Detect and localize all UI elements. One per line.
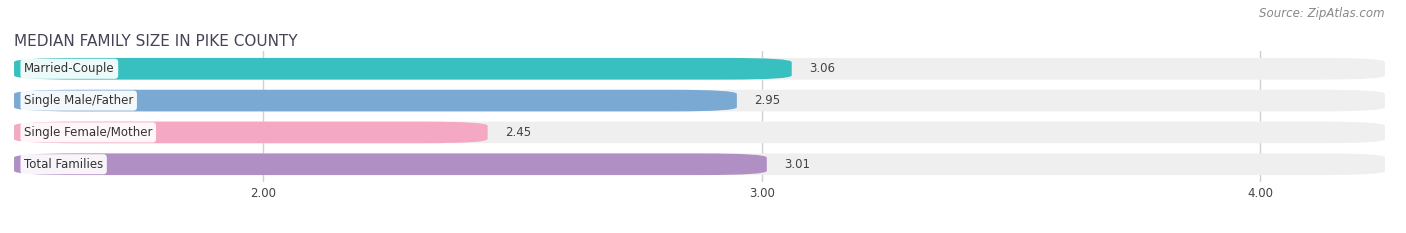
- FancyBboxPatch shape: [14, 122, 1385, 143]
- Text: Total Families: Total Families: [24, 158, 103, 171]
- Text: 2.45: 2.45: [505, 126, 531, 139]
- FancyBboxPatch shape: [14, 90, 737, 111]
- FancyBboxPatch shape: [14, 153, 766, 175]
- Text: 2.95: 2.95: [755, 94, 780, 107]
- Text: Single Female/Mother: Single Female/Mother: [24, 126, 152, 139]
- FancyBboxPatch shape: [14, 58, 1385, 80]
- FancyBboxPatch shape: [14, 122, 488, 143]
- FancyBboxPatch shape: [14, 153, 1385, 175]
- Text: Source: ZipAtlas.com: Source: ZipAtlas.com: [1260, 7, 1385, 20]
- Text: 3.06: 3.06: [810, 62, 835, 75]
- Text: Married-Couple: Married-Couple: [24, 62, 115, 75]
- FancyBboxPatch shape: [14, 90, 1385, 111]
- Text: MEDIAN FAMILY SIZE IN PIKE COUNTY: MEDIAN FAMILY SIZE IN PIKE COUNTY: [14, 34, 298, 49]
- FancyBboxPatch shape: [14, 58, 792, 80]
- Text: Single Male/Father: Single Male/Father: [24, 94, 134, 107]
- Text: 3.01: 3.01: [785, 158, 810, 171]
